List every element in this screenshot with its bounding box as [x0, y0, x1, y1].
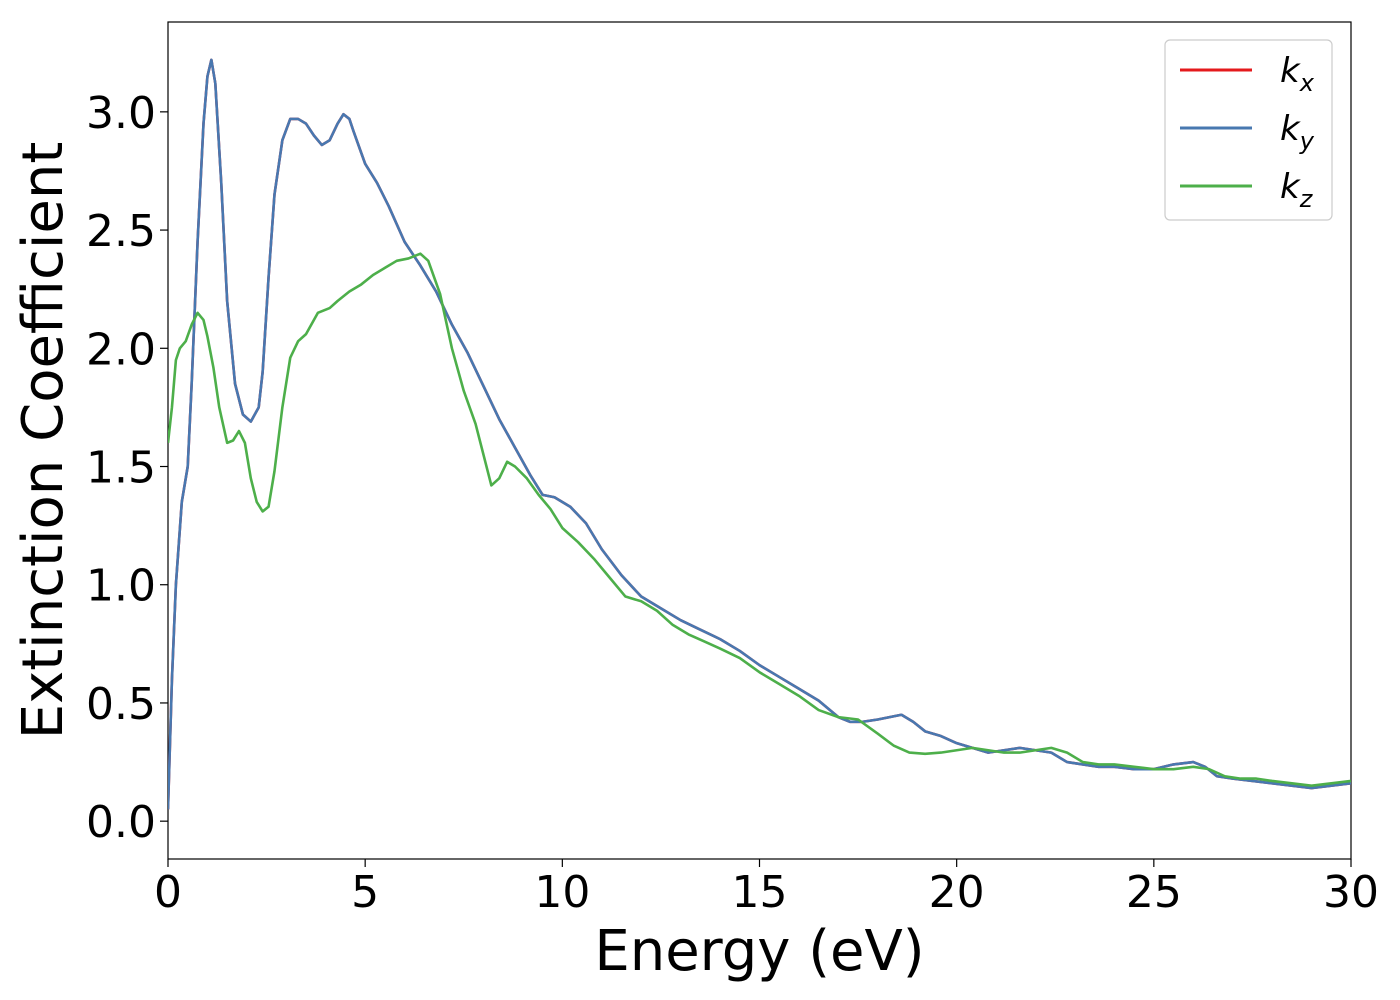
y-axis-ticks: 0.0 0.5 1.0 1.5 2.0 2.5 3.0: [86, 88, 168, 848]
legend-box: [1164, 39, 1333, 221]
x-axis-ticks: 0 5 10 15 20 25 30: [154, 859, 1379, 918]
series-line-z: [168, 252, 1351, 787]
y-tick-label: 2.5: [86, 206, 156, 257]
series-layer: [168, 58, 1351, 810]
legend-label-y: ky: [1280, 109, 1315, 155]
y-tick-label: 2.0: [86, 324, 156, 375]
y-tick-label: 0.5: [86, 679, 156, 730]
x-axis-title: Energy (eV): [594, 919, 924, 984]
legend-label-z: kz: [1280, 167, 1314, 213]
x-tick-label: 10: [534, 867, 590, 918]
x-tick-label: 20: [929, 867, 985, 918]
x-tick-label: 30: [1323, 867, 1379, 918]
x-tick-label: 0: [154, 867, 182, 918]
y-tick-label: 1.5: [86, 443, 156, 494]
x-tick-label: 25: [1126, 867, 1182, 918]
series-line-y: [168, 58, 1351, 810]
x-tick-label: 15: [732, 867, 788, 918]
x-tick-label: 5: [351, 867, 379, 918]
legend-label-x: kx: [1280, 51, 1315, 97]
y-axis-title: Extinction Coefficient: [11, 142, 76, 740]
y-tick-label: 1.0: [86, 561, 156, 612]
y-tick-label: 0.0: [86, 797, 156, 848]
y-tick-label: 3.0: [86, 88, 156, 139]
legend: kx ky kz: [1164, 39, 1333, 221]
